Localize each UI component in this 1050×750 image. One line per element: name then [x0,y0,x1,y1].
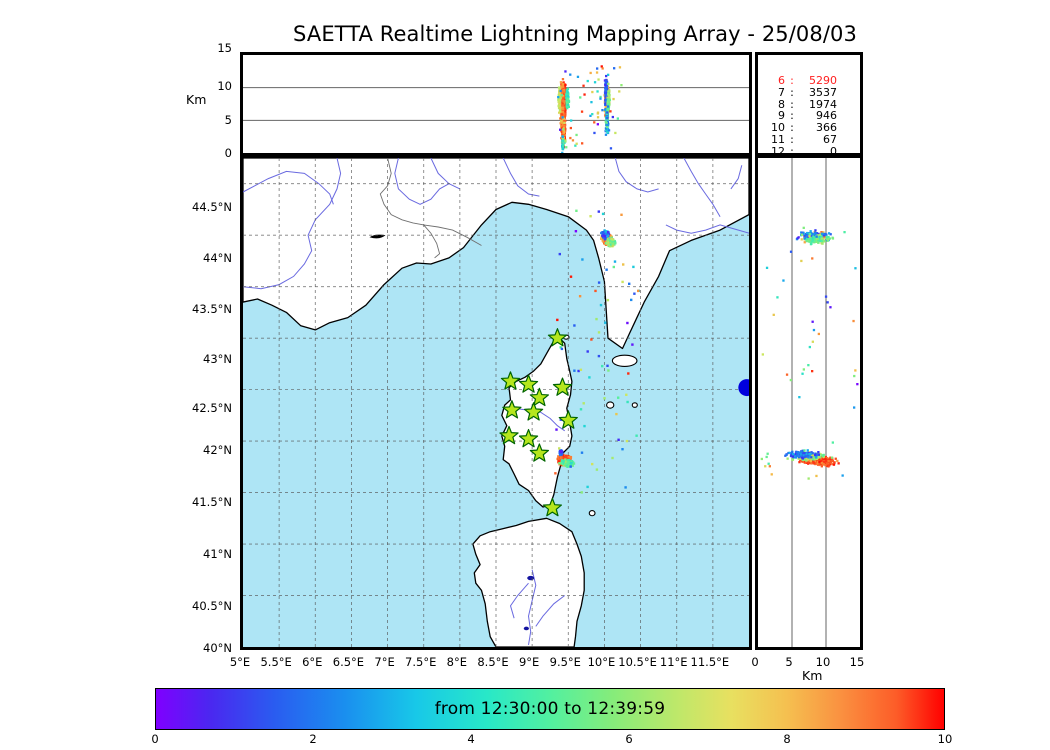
altitude-longitude-panel[interactable] [240,52,752,156]
colorbar-tick: 0 [151,732,159,746]
map-x-tick: 8.5°E [477,655,509,669]
stats-row: 11: 67 [764,134,838,146]
top-y-axis-label: Km [186,92,207,107]
map-x-tick: 9°E [518,655,540,669]
map-plot [243,158,749,647]
right-x-tick: 15 [849,655,865,669]
stats-station-count: 8 [778,97,785,111]
map-y-tick-42-5: 42.5°N [192,401,232,415]
top-y-tick-5: 5 [224,113,232,127]
colorbar-tick: 6 [625,732,633,746]
map-x-tick: 10.5°E [618,655,657,669]
page-title: SAETTA Realtime Lightning Mapping Array … [293,22,857,46]
map-x-tick: 5.5°E [260,655,292,669]
time-colorbar[interactable]: from 12:30:00 to 12:39:59 [155,688,945,730]
station-markers [499,328,578,517]
top-y-tick-15: 15 [217,41,232,55]
stats-separator: : [790,132,794,146]
map-y-tick-44: 44°N [203,251,232,265]
stats-source-count: 0 [830,144,837,156]
lightning-sources [554,209,640,494]
map-x-tick: 5°E [229,655,251,669]
stats-separator: : [790,121,794,135]
colorbar-label: from 12:30:00 to 12:39:59 [434,699,666,719]
stats-station-count: 6 [778,74,785,87]
stats-source-count: 1974 [809,97,837,111]
right-x-tick: 5 [785,655,793,669]
right-x-tick: 10 [815,655,831,669]
stats-station-count: 12 [771,144,785,156]
station-count-table: 6: 5290 7: 3537 8: 1974 9: 946 10: 366 11: 67 12: 0 [764,75,838,156]
stats-row: 9: 946 [764,110,838,122]
stats-source-count: 946 [816,109,837,123]
map-x-tick: 10°E [587,655,616,669]
stats-source-count: 67 [823,132,837,146]
map-x-tick: 7°E [374,655,395,669]
map-y-tick-42: 42°N [203,443,232,457]
latitude-altitude-plot [760,158,859,647]
stats-source-count: 5290 [809,74,837,87]
map-x-tick: 8°E [446,655,468,669]
right-x-tick: 0 [751,655,759,669]
stats-separator: : [790,85,794,99]
stats-row: 10: 366 [764,122,838,134]
stats-row: 7: 3537 [764,85,838,99]
stats-separator: : [790,97,794,111]
altitude-longitude-plot [243,65,749,153]
altitude-sources [557,65,623,153]
map-y-tick-43: 43°N [203,352,232,366]
stats-separator: : [790,109,794,123]
map-x-tick: 9.5°E [549,655,581,669]
map-y-tick-40-5: 40.5°N [192,599,232,613]
stats-separator: : [790,144,794,156]
right-x-axis-label: Km [802,668,823,683]
stats-row: 6: 5290 [764,75,838,87]
map-x-tick: 7.5°E [405,655,437,669]
latitude-altitude-sources [760,226,859,480]
colorbar-tick: 10 [937,732,953,746]
stats-source-count: 3537 [809,85,837,99]
stats-station-count: 11 [771,132,785,146]
map-y-tick-43-5: 43.5°N [192,302,232,316]
stats-source-count: 366 [816,121,837,135]
stats-station-count: 10 [771,121,785,135]
colorbar-tick: 8 [783,732,791,746]
latitude-altitude-panel[interactable] [755,155,863,650]
stats-row: 8: 1974 [764,97,838,111]
map-y-tick-40: 40°N [203,641,232,655]
map-y-tick-44-5: 44.5°N [192,200,232,214]
colorbar-gradient [155,688,945,730]
stats-station-count: 9 [778,109,785,123]
map-x-axis: 5°E 5.5°E 6°E 6.5°E 7°E 7.5°E 8°E 8.5°E 9°E 9.5°E… [230,653,752,671]
station-count-legend: 6: 5290 7: 3537 8: 1974 9: 946 10: 366 11: 67 12: 0 [755,52,863,156]
right-x-axis: 0 5 10 15 [745,653,875,671]
stats-station-count: 7 [778,85,785,99]
colorbar-tick: 4 [467,732,475,746]
top-y-tick-10: 10 [217,79,232,93]
top-y-tick-0: 0 [224,146,232,160]
map-y-tick-41: 41°N [203,547,232,561]
colorbar-tick: 2 [309,732,317,746]
lightning-map-panel[interactable] [240,155,752,650]
map-x-tick: 11°E [659,655,688,669]
stats-separator: : [790,74,794,87]
map-y-tick-41-5: 41.5°N [192,495,232,509]
stats-row: 12: 0 [764,144,838,156]
map-x-tick: 11.5°E [690,655,730,669]
map-x-tick: 6.5°E [332,655,365,669]
map-x-tick: 6°E [302,655,323,669]
